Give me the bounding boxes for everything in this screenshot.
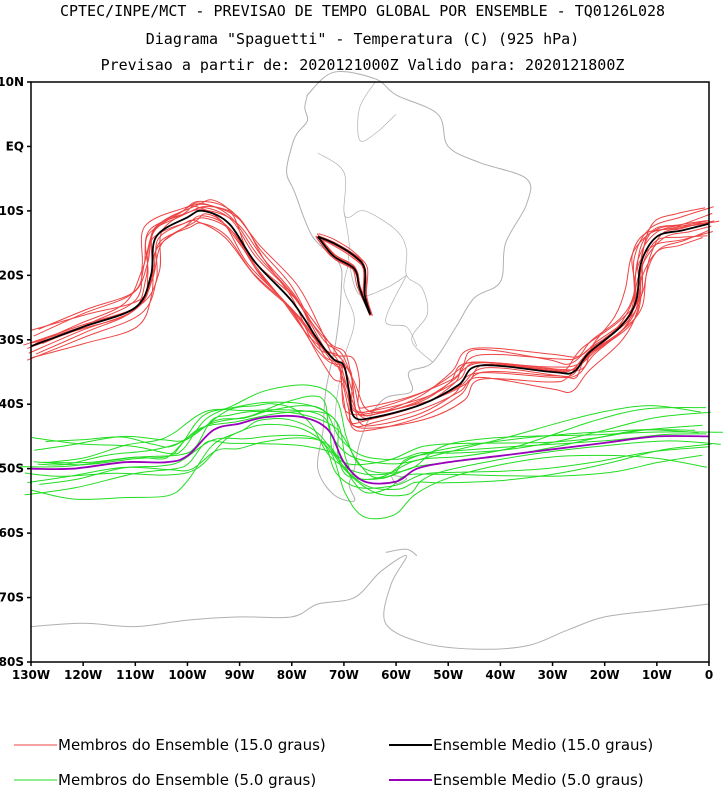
shetland-islands [385,548,418,557]
legend-label-members-15: Membros do Ensemble (15.0 graus) [58,736,326,754]
member-5-isoline [19,410,707,479]
member-5-isoline [34,405,711,460]
falkland-islands [390,474,408,485]
lat-label: 50S [0,462,24,476]
member-15-andes-isoline [315,236,373,316]
lon-label: 120W [64,668,102,682]
title-line-1: CPTEC/INPE/MCT - PREVISAO DE TEMPO GLOBA… [59,2,666,20]
lon-label: 130W [12,668,50,682]
lat-label: 40S [0,397,24,411]
lon-label: 80W [277,668,307,682]
lon-label: 90W [225,668,255,682]
member-5-isoline [30,423,708,520]
lat-label: 10S [0,204,24,218]
country-border [385,275,418,347]
lat-label: 80S [0,655,24,669]
legend-label-mean-15: Ensemble Medio (15.0 graus) [433,736,654,754]
lon-label: 10W [642,668,672,682]
member-5-isoline [37,403,723,476]
member-5-isoline [27,437,712,490]
member-5-isoline [44,408,703,466]
member-5-isoline [42,410,696,481]
mean-5-isoline [30,414,710,485]
south-america-coast [286,71,532,502]
lat-label: 20S [0,268,24,282]
antarctica-coast [30,554,710,650]
lon-label: 70W [329,668,359,682]
country-border [357,81,397,142]
title-line-3: Previsao a partir de: 2020121000Z Valido… [100,56,625,74]
member-5-isoline [31,384,701,474]
country-border [333,262,355,456]
lon-label: 20W [590,668,620,682]
lon-label: 40W [485,668,515,682]
lat-label: EQ [6,139,24,153]
title-line-2: Diagrama "Spaguetti" - Temperatura (C) (… [145,30,580,48]
legend-label-mean-5: Ensemble Medio (5.0 graus) [433,771,644,789]
member-15-isoline [35,199,720,409]
lon-label: 0 [705,668,713,682]
isoline-layer [19,199,723,520]
member-15-isoline [31,200,706,414]
lon-label: 50W [433,668,463,682]
map-frame [30,81,710,663]
lon-label: 100W [168,668,206,682]
country-border [317,152,433,363]
lon-label: 110W [116,668,154,682]
lat-label: 70S [0,591,24,605]
mean-15-isoline [30,209,710,421]
country-border [343,210,407,297]
lon-label: 60W [381,668,411,682]
mean-15-andes-isoline [317,235,371,315]
coastline-layer [30,71,710,650]
member-15-isoline [30,215,708,428]
lon-label: 30W [538,668,568,682]
member-5-isoline [24,418,721,497]
lat-label: 10N [0,75,24,89]
lat-label: 60S [0,526,24,540]
lat-label: 30S [0,333,24,347]
member-5-isoline [45,395,707,465]
member-5-isoline [39,434,709,489]
member-15-isoline [37,209,709,420]
legend-label-members-5: Membros do Ensemble (5.0 graus) [58,771,317,789]
